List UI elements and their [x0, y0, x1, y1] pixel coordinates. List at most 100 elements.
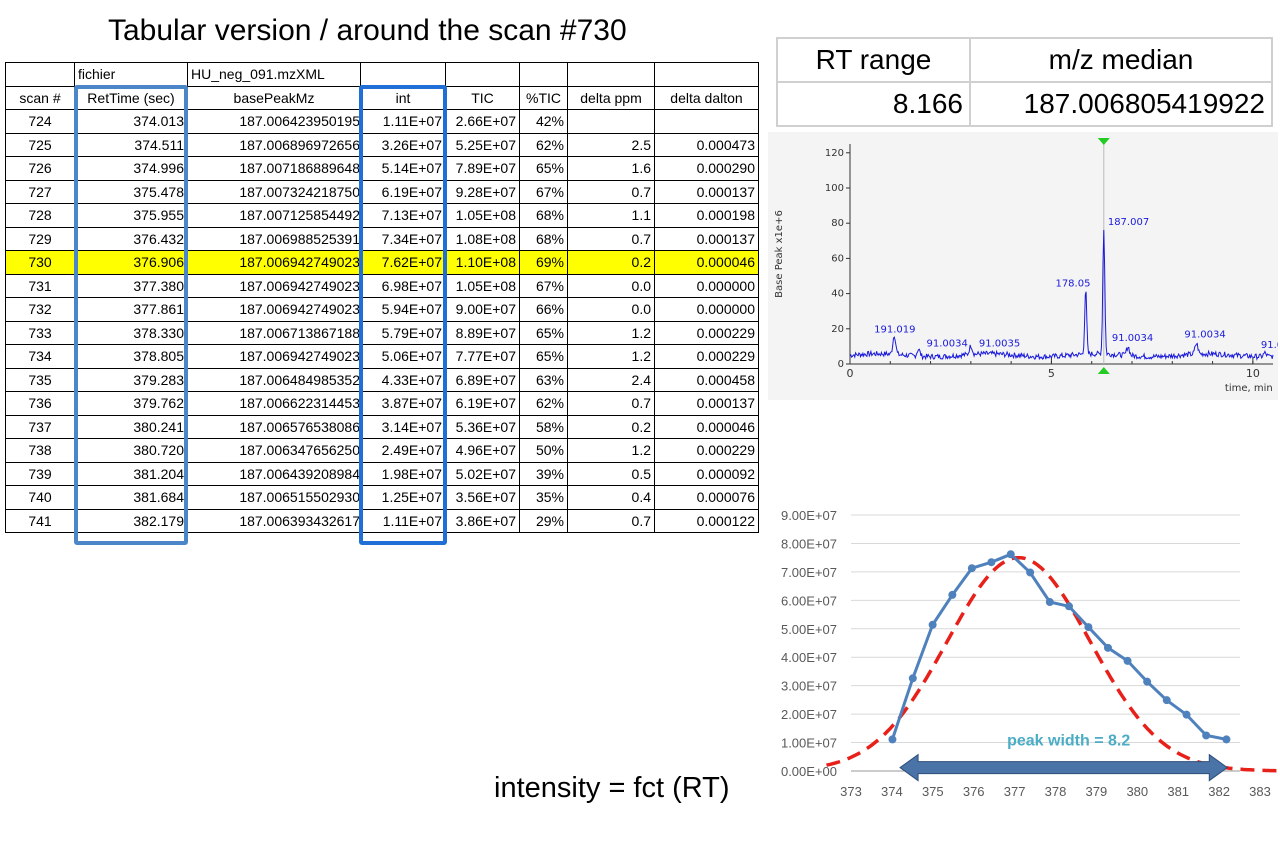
data-point	[1006, 550, 1015, 559]
cell-basepeakmz: 187.006988525391	[187, 226, 361, 251]
cell-pct-tic: 67%	[519, 273, 568, 298]
cell-int: 1.25E+07	[360, 485, 446, 510]
data-point	[987, 558, 996, 567]
x-tick-label: 379	[1086, 784, 1108, 799]
cell-int: 1.98E+07	[360, 461, 446, 486]
table-row: 733 378.330 187.006713867188 5.79E+07 8.89E+…	[5, 320, 759, 345]
cell-basepeakmz: 187.006393432617	[187, 508, 361, 533]
cell-scan: 725	[5, 132, 75, 157]
cell-delta-dalton: 0.000473	[654, 132, 759, 157]
table-row: 725 374.511 187.006896972656 3.26E+07 5.25E+…	[5, 132, 759, 157]
intensity-series-line	[890, 552, 1227, 741]
file-label: fichier	[74, 62, 188, 86]
cell-int: 1.11E+07	[360, 109, 446, 134]
cell-delta-dalton: 0.000076	[654, 485, 759, 510]
peak-label: 91.0034	[927, 338, 968, 349]
table-row: 731 377.380 187.006942749023 6.98E+07 1.05E+…	[5, 273, 759, 298]
cell-tic: 8.89E+07	[445, 320, 520, 345]
cell-delta-ppm: 0.7	[567, 391, 655, 416]
cell-tic: 1.08E+08	[445, 226, 520, 251]
col-header-delta-ppm: delta ppm	[567, 85, 655, 110]
header-row: scan # RetTime (sec) basePeakMz int TIC …	[5, 85, 759, 110]
cell-rettime: 377.861	[74, 297, 188, 322]
table-row: 741 382.179 187.006393432617 1.11E+07 3.86E+…	[5, 508, 759, 533]
cell-delta-dalton: 0.000229	[654, 320, 759, 345]
table-row: 737 380.241 187.006576538086 3.14E+07 5.36E+…	[5, 414, 759, 439]
cell-delta-ppm: 0.0	[567, 273, 655, 298]
cell-rettime: 377.380	[74, 273, 188, 298]
cell-pct-tic: 35%	[519, 485, 568, 510]
y-tick-label: 60	[831, 253, 844, 264]
cell-tic: 2.66E+07	[445, 109, 520, 134]
data-point	[948, 590, 957, 599]
cell-int: 5.94E+07	[360, 297, 446, 322]
cell-delta-ppm	[567, 109, 655, 134]
cell-basepeakmz: 187.006423950195	[187, 109, 361, 134]
cell-rettime: 379.762	[74, 391, 188, 416]
y-tick-label: 0	[838, 359, 844, 370]
cell-scan: 729	[5, 226, 75, 251]
cell-scan: 728	[5, 203, 75, 228]
cell-pct-tic: 66%	[519, 297, 568, 322]
col-header-delta-dalton: delta dalton	[654, 85, 759, 110]
y-axis-label: Base Peak x1e+6	[774, 210, 785, 298]
cell-delta-dalton: 0.000229	[654, 438, 759, 463]
data-point	[1162, 696, 1171, 705]
cell-delta-ppm: 2.4	[567, 367, 655, 392]
data-point	[1103, 643, 1112, 652]
cell-int: 5.14E+07	[360, 156, 446, 181]
cell-scan: 741	[5, 508, 75, 533]
data-point	[1143, 677, 1152, 686]
cell-tic: 9.28E+07	[445, 179, 520, 204]
y-tick-label: 1.00E+07	[781, 736, 837, 751]
cell-pct-tic: 65%	[519, 344, 568, 369]
cell-delta-dalton: 0.000046	[654, 250, 759, 275]
table-row: 739 381.204 187.006439208984 1.98E+07 5.02E+…	[5, 461, 759, 486]
cell-tic: 1.10E+08	[445, 250, 520, 275]
cell-scan: 732	[5, 297, 75, 322]
cell-delta-dalton: 0.000137	[654, 391, 759, 416]
y-tick-label: 100	[825, 183, 844, 194]
cell-int: 4.33E+07	[360, 367, 446, 392]
x-tick-label: 378	[1045, 784, 1067, 799]
cell-delta-ppm: 1.2	[567, 344, 655, 369]
cell-basepeakmz: 187.006942749023	[187, 297, 361, 322]
cell-tic: 9.00E+07	[445, 297, 520, 322]
cell-basepeakmz: 187.007125854492	[187, 203, 361, 228]
y-tick-label: 4.00E+07	[781, 650, 837, 665]
cell-tic: 7.77E+07	[445, 344, 520, 369]
x-tick-label: 376	[963, 784, 985, 799]
y-tick-label: 0.00E+00	[781, 764, 837, 779]
cell-tic: 5.36E+07	[445, 414, 520, 439]
scan-marker-bottom	[1097, 367, 1110, 374]
cell-basepeakmz: 187.006942749023	[187, 273, 361, 298]
y-tick-label: 5.00E+07	[781, 622, 837, 637]
gaussian-fit-curve	[826, 555, 1277, 773]
col-header-basepeakmz: basePeakMz	[187, 85, 361, 110]
cell-pct-tic: 58%	[519, 414, 568, 439]
cell-rettime: 375.478	[74, 179, 188, 204]
y-tick-label: 2.00E+07	[781, 707, 837, 722]
x-tick-label: 383	[1249, 784, 1271, 799]
y-tick-label: 8.00E+07	[781, 536, 837, 551]
data-point	[1202, 731, 1211, 740]
cell-delta-ppm: 0.7	[567, 508, 655, 533]
table-row: 728 375.955 187.007125854492 7.13E+07 1.05E+…	[5, 203, 759, 228]
cell-delta-ppm: 0.0	[567, 297, 655, 322]
table-row: 736 379.762 187.006622314453 3.87E+07 6.19E+…	[5, 391, 759, 416]
cell-scan: 733	[5, 320, 75, 345]
data-point	[1182, 710, 1191, 719]
cell-int: 3.26E+07	[360, 132, 446, 157]
cell-delta-dalton: 0.000092	[654, 461, 759, 486]
cell-delta-ppm: 0.2	[567, 414, 655, 439]
cell-pct-tic: 65%	[519, 320, 568, 345]
cell-pct-tic: 42%	[519, 109, 568, 134]
cell-rettime: 378.805	[74, 344, 188, 369]
cell-delta-dalton: 0.000000	[654, 273, 759, 298]
cell-delta-ppm: 2.5	[567, 132, 655, 157]
cell-rettime: 380.720	[74, 438, 188, 463]
cell-scan: 734	[5, 344, 75, 369]
meta-cell-empty	[5, 62, 75, 86]
x-tick-label: 373	[840, 784, 862, 799]
cell-delta-ppm: 1.6	[567, 156, 655, 181]
